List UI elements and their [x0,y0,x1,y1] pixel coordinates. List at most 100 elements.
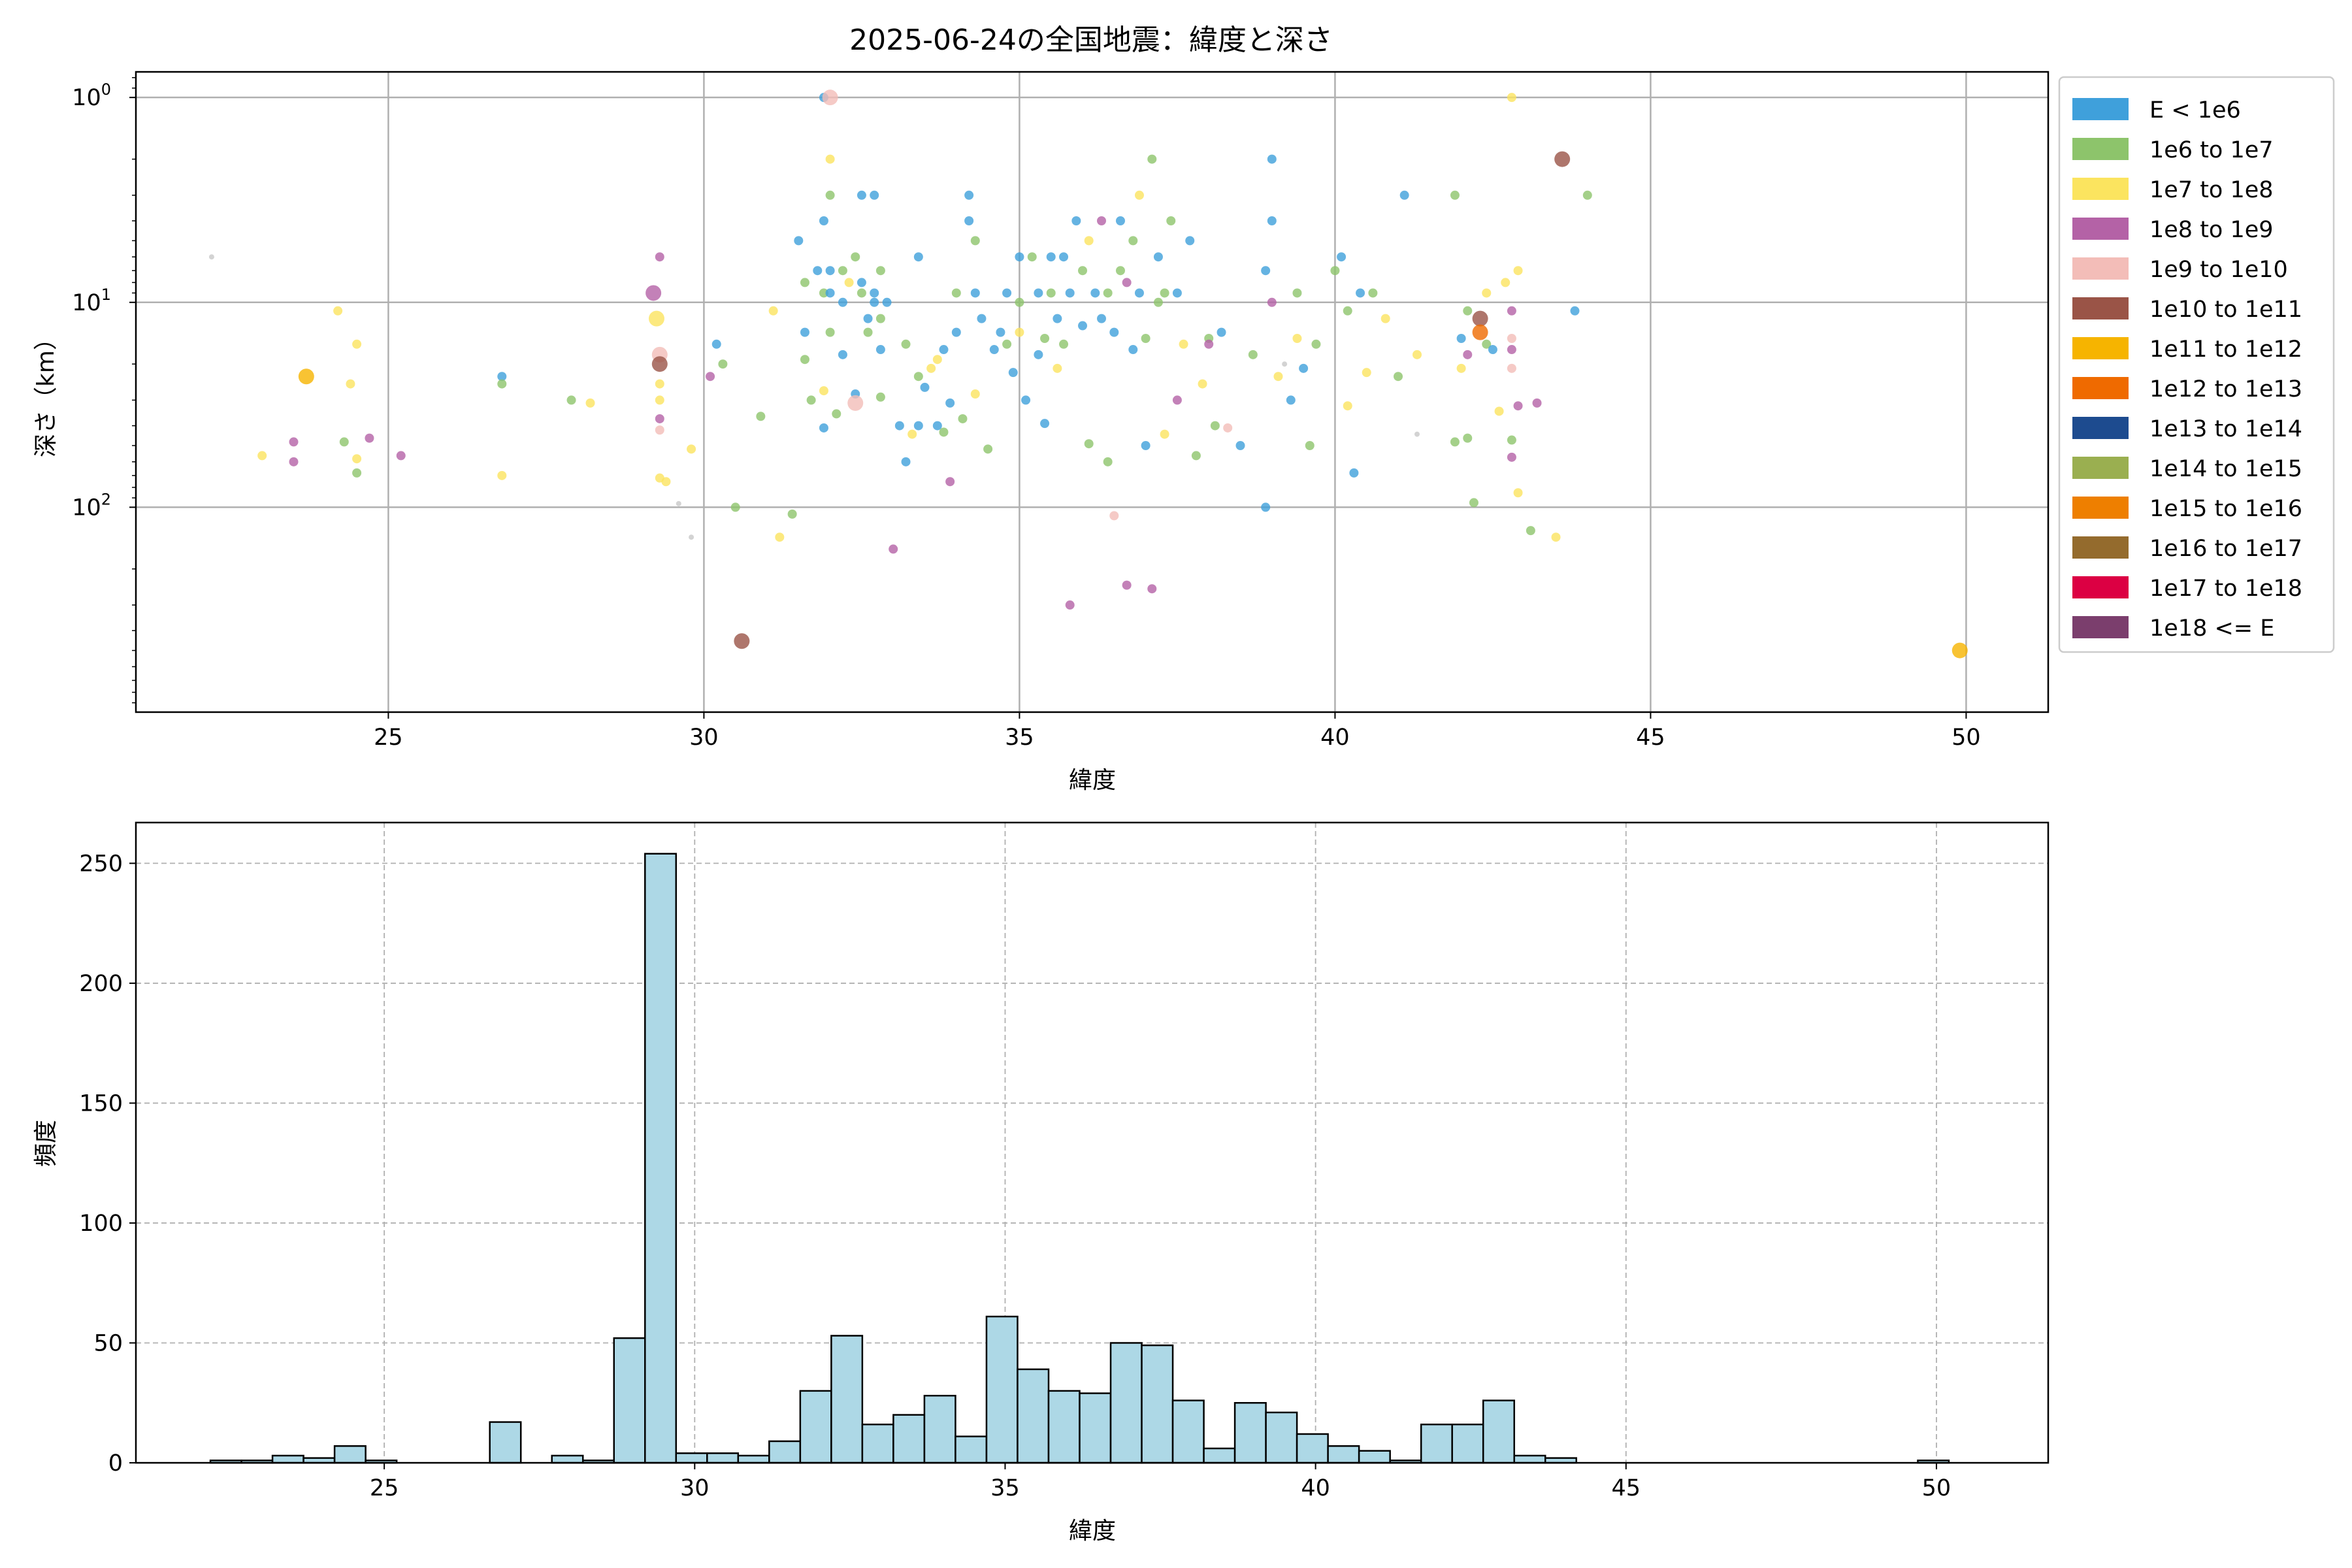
data-point [1223,423,1233,433]
histogram-bar [333,1445,367,1464]
histogram-bar [706,1452,740,1464]
legend-swatch [2072,257,2129,280]
histogram-bar [985,1315,1019,1464]
histogram-bar [1482,1399,1515,1464]
x-tick-label: 35 [1005,725,1034,751]
data-point [1507,306,1516,316]
legend-label: 1e6 to 1e7 [2149,137,2274,163]
data-point [1172,288,1182,298]
data-point [1482,288,1492,298]
y-tick-label: 0 [108,1450,123,1477]
data-point [339,437,349,447]
data-point [730,502,740,512]
legend-label: 1e7 to 1e8 [2149,177,2274,203]
data-point [1141,334,1151,344]
histogram-bar [551,1454,584,1464]
data-point [1356,288,1365,298]
histogram-bar [955,1435,988,1464]
data-point [352,339,362,349]
data-point [964,190,974,200]
data-point [1141,440,1151,450]
data-point [1059,252,1069,262]
histogram-bar [1203,1447,1236,1464]
scatter-chart: 25 30 35 40 45 50 100 101 102 緯度 深さ（km） E < 1e6… [33,71,2335,794]
scatter-y-axis-label: 深さ（km） [33,327,59,457]
histogram-bar [1079,1392,1112,1464]
data-point [298,368,314,385]
data-point [857,278,866,287]
data-point [1160,429,1169,439]
y-tick-label: 50 [93,1330,123,1356]
histogram-bar [489,1421,522,1464]
data-point [939,427,949,437]
histogram-bar [1513,1454,1546,1464]
data-point [964,216,974,225]
data-point [655,379,664,389]
data-point [819,386,828,396]
legend-swatch [2072,138,2129,160]
data-point [1134,190,1144,200]
data-point [1469,498,1478,508]
histogram-bar [1047,1390,1081,1464]
data-point [983,444,993,454]
histogram-y-ticks: 0 50 100 150 200 250 [79,851,136,1477]
data-point [1065,600,1075,610]
data-point [825,327,835,337]
data-point [1412,350,1422,359]
data-point [1507,345,1516,355]
data-point [1128,236,1138,246]
legend-swatch [2072,337,2129,359]
data-point [870,288,879,298]
data-point [1463,306,1473,316]
data-point [1185,236,1195,246]
data-point [1027,252,1037,262]
data-point [838,266,847,276]
x-tick-label: 45 [1636,725,1665,751]
histogram-bar [1109,1342,1143,1464]
histogram-bar [271,1454,304,1464]
data-point [1084,236,1094,246]
legend-label: 1e18 <= E [2149,615,2274,642]
data-point [1153,297,1163,307]
data-point [1343,401,1352,411]
histogram-bar [923,1394,956,1464]
scatter-y-ticks: 100 101 102 [72,77,136,704]
legend-label: 1e11 to 1e12 [2149,336,2302,363]
data-point [819,216,828,225]
data-point [996,327,1005,337]
data-point [875,345,885,355]
data-point [1513,401,1523,411]
x-tick-label: 50 [1922,1475,1952,1501]
data-point [1046,252,1056,262]
data-point [875,314,885,323]
histogram-bar [1420,1424,1453,1464]
data-point [1179,339,1188,349]
data-point [1261,502,1271,512]
data-point [838,350,847,359]
data-point [1551,532,1561,542]
legend-swatch [2072,178,2129,200]
data-point [1096,216,1106,225]
histogram-bars [209,853,1950,1464]
scatter-x-axis-label: 緯度 [1069,767,1116,794]
data-point [676,500,681,506]
data-point [1450,190,1460,200]
histogram-bar [1171,1399,1205,1464]
data-point [932,355,942,365]
data-point [1109,327,1119,337]
data-point [932,421,942,431]
data-point [894,421,904,431]
data-point [1282,361,1288,367]
data-point [1582,190,1592,200]
data-point [1021,395,1031,405]
data-point [1261,266,1271,276]
data-point [289,437,299,447]
histogram-bar [1296,1433,1329,1464]
y-tick-label: 250 [79,851,123,877]
y-tick-label: 200 [79,971,123,997]
data-point [875,392,885,402]
legend-box [2058,76,2335,653]
data-point [951,327,961,337]
data-point [889,544,898,554]
data-point [661,477,671,487]
